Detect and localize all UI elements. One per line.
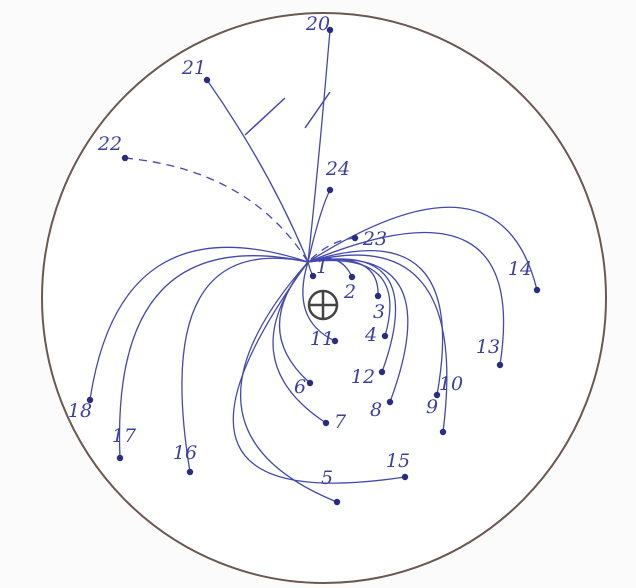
point-label: 10 — [439, 373, 463, 395]
point-label: 7 — [334, 411, 347, 433]
point-label: 13 — [476, 336, 500, 358]
point-label: 3 — [373, 301, 385, 323]
point — [331, 337, 339, 345]
point — [203, 76, 211, 84]
point-label: 4 — [364, 324, 377, 346]
center-symbol — [307, 289, 339, 321]
curve — [307, 206, 538, 291]
curve — [307, 237, 356, 263]
strike-mark — [304, 91, 331, 129]
point-label: 15 — [386, 450, 410, 472]
point — [306, 379, 314, 387]
point-label: 22 — [97, 133, 122, 155]
point — [309, 272, 317, 280]
curve — [307, 254, 448, 433]
point-label: 12 — [351, 366, 375, 388]
point-label: 11 — [310, 328, 334, 350]
point-label: 23 — [362, 228, 387, 250]
point-label: 18 — [68, 400, 92, 422]
point-label: 6 — [294, 376, 306, 398]
point — [333, 498, 341, 506]
curve — [124, 157, 309, 263]
point — [533, 286, 541, 294]
point — [326, 186, 334, 194]
point-label: 16 — [173, 442, 197, 464]
point-label: 14 — [508, 258, 532, 280]
point-label: 9 — [426, 396, 438, 418]
curve — [240, 261, 338, 503]
point-label: 20 — [305, 13, 330, 35]
point — [381, 332, 389, 340]
strike-mark — [244, 97, 286, 136]
point — [351, 234, 359, 242]
point — [496, 361, 504, 369]
curve — [302, 261, 336, 342]
point-label: 24 — [325, 158, 350, 180]
curve — [206, 79, 309, 263]
curve — [118, 255, 309, 459]
point — [348, 273, 356, 281]
point — [386, 398, 394, 406]
point — [322, 419, 330, 427]
curve — [181, 257, 309, 473]
curve — [89, 246, 309, 401]
curve — [307, 189, 331, 263]
point-label: 21 — [181, 57, 206, 79]
curve — [307, 249, 444, 396]
point-label: 1 — [316, 256, 328, 278]
curve — [307, 259, 391, 337]
point — [116, 454, 124, 462]
curve — [307, 29, 331, 263]
curve — [307, 231, 505, 366]
point-label: 5 — [321, 467, 333, 489]
curve — [232, 261, 406, 484]
curves — [89, 29, 538, 503]
point-label: 2 — [343, 281, 356, 303]
point — [433, 391, 441, 399]
point — [186, 468, 194, 476]
point — [86, 396, 94, 404]
point-label: 8 — [370, 399, 382, 421]
point — [401, 473, 409, 481]
point — [378, 368, 386, 376]
point — [439, 428, 447, 436]
point — [326, 26, 334, 34]
curve — [307, 258, 397, 373]
point — [374, 292, 382, 300]
point-label: 17 — [112, 425, 137, 447]
point — [121, 154, 129, 162]
